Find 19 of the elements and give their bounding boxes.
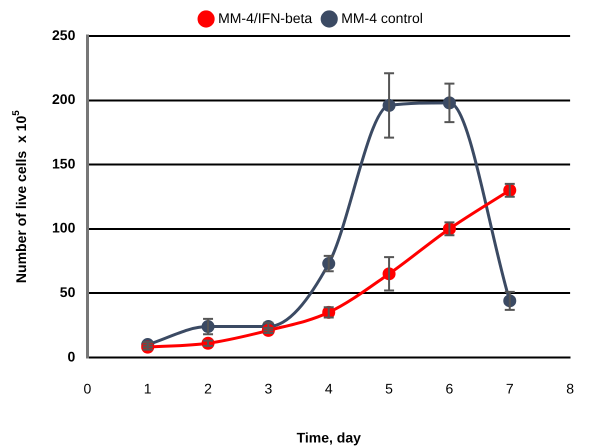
x-tick-label: 8 [566, 380, 574, 397]
x-tick-label: 4 [324, 380, 333, 397]
y-tick-label: 0 [68, 348, 76, 364]
y-tick-label: 200 [52, 91, 76, 108]
x-tick-label: 6 [446, 380, 454, 397]
x-tick-label: 0 [83, 380, 92, 397]
x-tick-label: 3 [264, 380, 272, 397]
y-axis-title: Number of live cells x 105 [11, 110, 29, 284]
y-tick-label: 250 [52, 26, 76, 43]
legend-label: MM-4/IFN-beta [218, 10, 312, 26]
x-axis-title: Time, day [296, 429, 362, 446]
y-tick-label: 100 [52, 220, 76, 236]
x-tick-label: 2 [204, 380, 212, 397]
x-tick-label: 5 [385, 380, 394, 397]
x-tick-label: 7 [506, 380, 514, 397]
y-tick-label: 150 [52, 155, 76, 172]
x-tick-label: 1 [144, 380, 152, 397]
y-tick-label: 50 [60, 284, 76, 300]
legend-label: MM-4 control [341, 10, 423, 26]
